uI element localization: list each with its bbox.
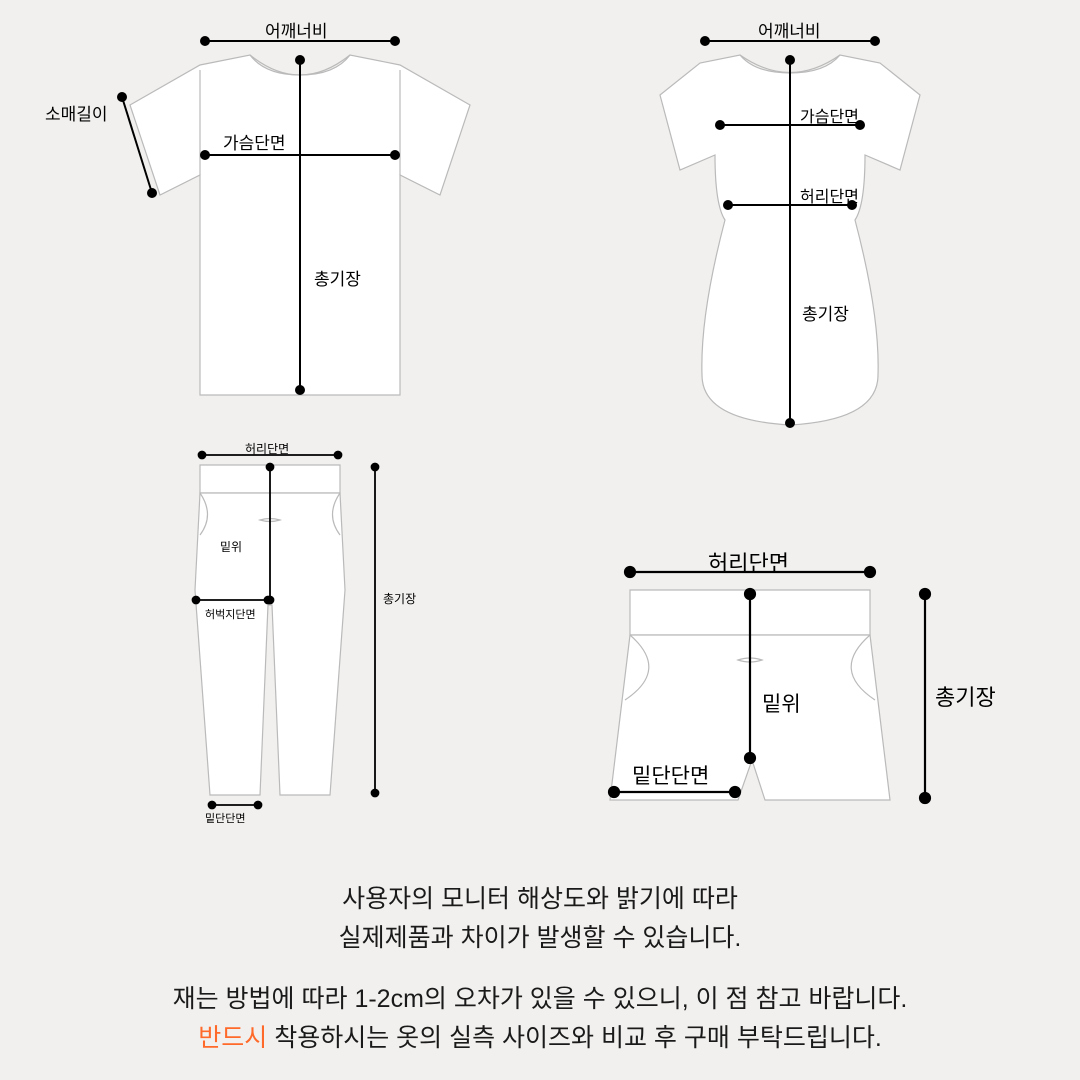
dress-length-label: 총기장: [802, 300, 849, 325]
tshirt-shoulder-label: 어깨너비: [265, 17, 328, 42]
shorts-waist-label: 허리단면: [708, 546, 789, 578]
dress-diagram: 어깨너비 가슴단면 허리단면 총기장: [640, 25, 940, 445]
pants-rise-label: 밑위: [220, 538, 242, 555]
caption-p1-l1: 사용자의 모니터 해상도와 밝기에 따라: [342, 885, 738, 913]
caption-p2-highlight: 반드시: [198, 1024, 267, 1052]
shorts-rise-label: 밑위: [762, 688, 801, 718]
shorts-hem-label: 밑단단면: [632, 760, 709, 790]
pants-hem-label: 밑단단면: [205, 810, 245, 826]
tshirt-sleeve-label: 소매길이: [45, 100, 108, 125]
pants-length-label: 총기장: [383, 590, 416, 607]
caption-p1-l2: 실제제품과 차이가 발생할 수 있습니다.: [339, 924, 742, 952]
pants-waist-label: 허리단면: [245, 440, 289, 457]
tshirt-diagram: 어깨너비 소매길이 가슴단면 총기장: [100, 25, 500, 415]
caption-p2: 재는 방법에 따라 1-2cm의 오차가 있을 수 있으니, 이 점 참고 바랍…: [0, 980, 1080, 1058]
dress-shoulder-label: 어깨너비: [758, 17, 821, 42]
shorts-diagram: 허리단면 밑위 밑단단면 총기장: [570, 560, 990, 840]
tshirt-length-label: 총기장: [314, 265, 361, 290]
dress-waist-label: 허리단면: [800, 183, 859, 207]
diagram-area: 어깨너비 소매길이 가슴단면 총기장: [0, 0, 1080, 850]
shorts-length-label: 총기장: [935, 680, 996, 712]
dress-chest-label: 가슴단면: [800, 103, 859, 127]
pants-diagram: 허리단면 밑위 허벅지단면 총기장 밑단단면: [160, 445, 420, 825]
tshirt-chest-label: 가슴단면: [223, 129, 286, 154]
caption-p2-l1: 재는 방법에 따라 1-2cm의 오차가 있을 수 있으니, 이 점 참고 바랍…: [173, 985, 908, 1013]
caption-p1: 사용자의 모니터 해상도와 밝기에 따라 실제제품과 차이가 발생할 수 있습니…: [0, 880, 1080, 958]
caption-p2-rest: 착용하시는 옷의 실측 사이즈와 비교 후 구매 부탁드립니다.: [267, 1024, 882, 1052]
pants-thigh-label: 허벅지단면: [205, 606, 256, 622]
